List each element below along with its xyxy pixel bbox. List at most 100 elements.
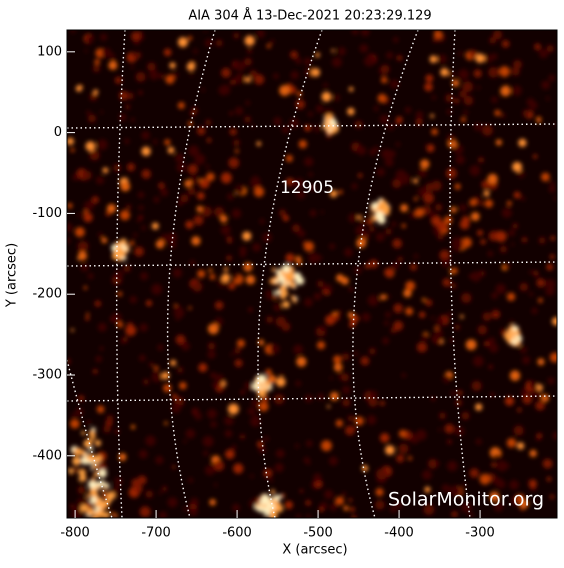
texture [447, 439, 452, 445]
texture [84, 452, 88, 456]
texture [461, 292, 472, 304]
texture [208, 268, 213, 273]
texture [212, 381, 219, 388]
texture [277, 494, 282, 499]
texture [214, 374, 225, 384]
texture [79, 448, 83, 452]
texture [508, 229, 516, 237]
texture [282, 301, 290, 309]
texture [90, 437, 94, 442]
texture [115, 242, 119, 246]
texture [99, 346, 104, 351]
texture [535, 400, 545, 411]
texture [70, 504, 74, 508]
texture [74, 456, 79, 461]
texture [296, 190, 306, 199]
texture [267, 374, 277, 384]
texture [494, 454, 499, 459]
texture [432, 331, 443, 342]
texture [516, 335, 523, 342]
texture [273, 303, 282, 312]
texture [328, 127, 333, 132]
texture [190, 497, 199, 507]
texture [120, 181, 131, 192]
texture [108, 60, 118, 70]
texture [519, 282, 529, 292]
texture [91, 434, 96, 439]
texture [385, 228, 392, 235]
texture [122, 336, 129, 343]
texture [500, 113, 506, 118]
texture [347, 415, 354, 422]
texture [536, 278, 546, 288]
texture [547, 377, 555, 385]
texture [340, 365, 345, 370]
texture [446, 108, 453, 115]
texture [223, 267, 229, 272]
texture [234, 347, 241, 354]
texture [309, 184, 316, 192]
texture [295, 99, 306, 110]
texture [491, 53, 498, 60]
texture [404, 106, 412, 114]
texture [408, 456, 413, 461]
texture [214, 483, 218, 487]
texture [285, 154, 293, 162]
texture [96, 139, 108, 151]
texture [96, 405, 105, 414]
texture [330, 124, 339, 133]
texture [228, 239, 232, 243]
texture [172, 393, 178, 399]
texture [376, 168, 385, 177]
texture [259, 218, 265, 224]
texture [477, 325, 488, 335]
texture [453, 487, 462, 496]
texture [193, 48, 198, 54]
texture [442, 375, 451, 384]
texture [145, 435, 156, 447]
texture [360, 219, 366, 225]
texture [366, 218, 373, 225]
texture [240, 434, 245, 439]
texture [68, 467, 74, 474]
texture [324, 489, 334, 500]
texture [282, 215, 289, 222]
texture [125, 204, 132, 210]
texture [512, 325, 518, 332]
texture [206, 172, 215, 182]
texture [100, 110, 104, 114]
texture [139, 506, 151, 518]
texture [437, 54, 447, 64]
texture [263, 468, 273, 478]
texture [546, 263, 553, 271]
texture [129, 295, 137, 304]
texture [187, 164, 198, 175]
texture [138, 449, 148, 459]
texture [361, 312, 371, 322]
texture [398, 257, 403, 262]
texture [447, 460, 458, 472]
texture [553, 122, 557, 127]
texture [425, 299, 433, 307]
texture [331, 57, 343, 68]
texture [442, 278, 452, 287]
texture [80, 504, 88, 513]
texture [103, 425, 111, 433]
texture [538, 49, 549, 59]
texture [320, 210, 324, 214]
texture [492, 30, 503, 40]
texture [473, 355, 484, 367]
texture [329, 503, 338, 511]
texture [480, 239, 486, 245]
texture [384, 210, 390, 216]
texture [105, 211, 111, 217]
texture [375, 488, 384, 497]
texture [87, 273, 94, 280]
texture [266, 43, 271, 49]
texture [280, 493, 285, 498]
texture [307, 111, 314, 117]
texture [519, 346, 527, 354]
texture [137, 191, 145, 199]
texture [134, 246, 144, 257]
texture [305, 514, 311, 518]
